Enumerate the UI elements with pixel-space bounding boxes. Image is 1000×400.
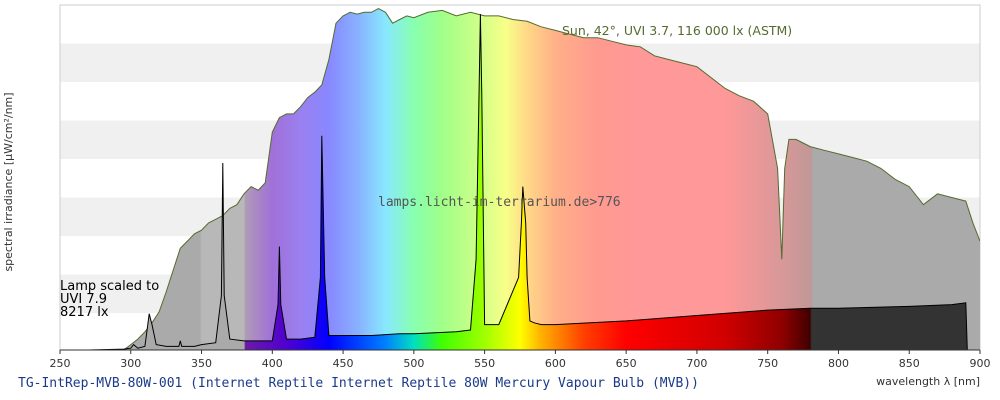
watermark-text: lamps.licht-im-terrarium.de>776 — [378, 195, 621, 210]
sun-spectrum-line — [123, 8, 980, 350]
series-layer — [88, 8, 980, 350]
lamp-spectrum-area — [88, 14, 968, 350]
lamp-annotation-line2: UVI 7.9 — [60, 292, 107, 307]
y-axis-label: spectral irradiance [µW/cm²/nm] — [2, 92, 15, 271]
lamp-annotation-line3: 8217 lx — [60, 305, 109, 320]
x-tick-label: 900 — [970, 357, 991, 370]
x-tick-label: 550 — [474, 357, 495, 370]
x-tick-label: 750 — [757, 357, 778, 370]
x-tick-label: 500 — [403, 357, 424, 370]
x-tick-label: 250 — [50, 357, 71, 370]
x-tick-label: 850 — [899, 357, 920, 370]
x-axis: 250 300 350 400 450 500 550 600 650 700 750 800 850 9… — [50, 349, 991, 370]
x-tick-label: 300 — [120, 357, 141, 370]
lamp-annotation-line1: Lamp scaled to — [60, 279, 159, 294]
lamp-spectrum-line — [88, 14, 968, 350]
x-axis-label: wavelength λ [nm] — [876, 375, 980, 388]
x-tick-label: 800 — [828, 357, 849, 370]
x-tick-label: 650 — [616, 357, 637, 370]
chart-footer-title: TG-IntRep-MVB-80W-001 (Internet Reptile … — [18, 376, 699, 391]
sun-annotation: Sun, 42°, UVI 3.7, 116 000 lx (ASTM) — [562, 23, 792, 38]
x-tick-label: 350 — [191, 357, 212, 370]
x-tick-label: 450 — [333, 357, 354, 370]
x-tick-label: 600 — [545, 357, 566, 370]
sun-spectrum-area — [123, 8, 980, 350]
x-tick-label: 400 — [262, 357, 283, 370]
x-tick-label: 700 — [686, 357, 707, 370]
